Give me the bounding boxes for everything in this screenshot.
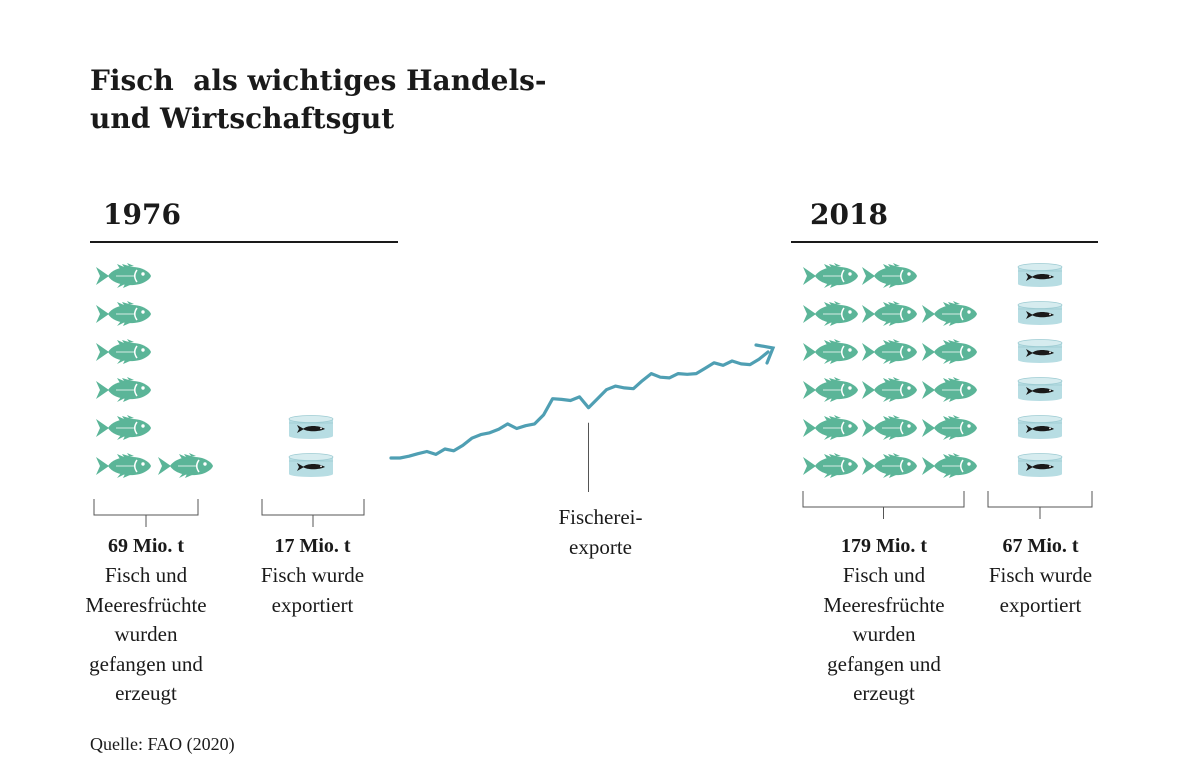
desc-exported-1976-line-1: Fisch wurde xyxy=(260,563,365,587)
fish-icon xyxy=(803,301,858,326)
fish-can-icon xyxy=(288,453,334,477)
fish-icon xyxy=(922,339,977,364)
fish-icon xyxy=(803,377,858,402)
fish-icon xyxy=(96,301,151,326)
year-label-2018: 2018 xyxy=(810,198,888,231)
desc-caught-1976-line-1: Fisch und xyxy=(104,563,188,587)
fish-icon xyxy=(862,377,917,402)
fish-icon xyxy=(803,339,858,364)
desc-caught-1976-line-4: gefangen und xyxy=(89,651,203,676)
desc-caught-1976-line-5: erzeugt xyxy=(115,681,177,705)
trend-line xyxy=(389,350,770,460)
fish-can-icon xyxy=(1017,377,1063,401)
title-line-2: und Wirtschaftsgut xyxy=(90,102,395,135)
fish-icon xyxy=(922,301,977,326)
fish-icon xyxy=(96,339,151,364)
bracket-exported-2018 xyxy=(987,491,1093,519)
desc-caught-2018-line-2: Meeresfrüchte xyxy=(823,592,945,617)
stat-exported-1976: 17 Mio. t Fisch wurde exportiert xyxy=(240,531,385,620)
trend-annotation: Fischerei- exporte xyxy=(548,502,653,562)
desc-caught-2018-line-1: Fisch und xyxy=(842,563,926,587)
stat-caught-2018: 179 Mio. t Fisch und Meeresfrüchte wurde… xyxy=(804,531,964,709)
fish-icon xyxy=(96,415,151,440)
bracket-caught-1976 xyxy=(93,499,199,527)
stat-exported-2018: 67 Mio. t Fisch wurde exportiert xyxy=(968,531,1113,620)
desc-exported-1976-line-2: exportiert xyxy=(271,592,354,617)
bracket-exported-1976 xyxy=(261,499,365,527)
amount-caught-1976: 69 Mio. t xyxy=(107,535,185,557)
trend-label-line-2: exporte xyxy=(569,535,632,559)
amount-exported-2018: 67 Mio. t xyxy=(1002,535,1079,557)
fish-icon xyxy=(803,263,858,288)
source-note: Quelle: FAO (2020) xyxy=(90,734,235,754)
year-rule-1976 xyxy=(90,241,398,243)
year-label-1976: 1976 xyxy=(103,198,181,231)
fish-icon xyxy=(862,415,917,440)
title-line-1: Fisch als wichtiges Handels- xyxy=(90,64,547,97)
fish-can-icon xyxy=(1017,301,1063,325)
fish-can-icon xyxy=(1017,415,1063,439)
fish-can-icon xyxy=(1017,263,1063,287)
stat-caught-1976: 69 Mio. t Fisch und Meeresfrüchte wurden… xyxy=(66,531,226,709)
fish-icon xyxy=(96,377,151,402)
desc-caught-2018-line-3: wurden xyxy=(852,622,916,646)
trend-label-line-1: Fischerei- xyxy=(558,505,643,529)
fish-icon xyxy=(96,263,151,288)
fish-icon xyxy=(158,453,213,478)
desc-caught-1976-line-3: wurden xyxy=(114,622,178,646)
fish-icon xyxy=(922,453,977,478)
fish-icon xyxy=(922,377,977,402)
trend-arrowhead xyxy=(754,343,776,365)
fish-icon xyxy=(922,415,977,440)
fish-icon xyxy=(862,339,917,364)
fish-icon xyxy=(803,415,858,440)
desc-exported-2018-line-2: exportiert xyxy=(999,592,1082,617)
fish-can-icon xyxy=(288,415,334,439)
fish-icon xyxy=(862,263,917,288)
year-rule-2018 xyxy=(791,241,1098,243)
fish-icon xyxy=(96,453,151,478)
desc-exported-2018-line-1: Fisch wurde xyxy=(988,563,1093,587)
fish-icon xyxy=(862,301,917,326)
bracket-caught-2018 xyxy=(802,491,965,519)
desc-caught-1976-line-2: Meeresfrüchte xyxy=(85,592,207,617)
fish-icon xyxy=(803,453,858,478)
fish-icon xyxy=(862,453,917,478)
fish-can-icon xyxy=(1017,453,1063,477)
desc-caught-2018-line-4: gefangen und xyxy=(827,651,941,676)
amount-exported-1976: 17 Mio. t xyxy=(274,535,351,557)
amount-caught-2018: 179 Mio. t xyxy=(840,535,928,557)
chart-title: Fisch als wichtiges Handels- und Wirtsch… xyxy=(90,62,550,138)
desc-caught-2018-line-5: erzeugt xyxy=(853,681,915,705)
fish-can-icon xyxy=(1017,339,1063,363)
